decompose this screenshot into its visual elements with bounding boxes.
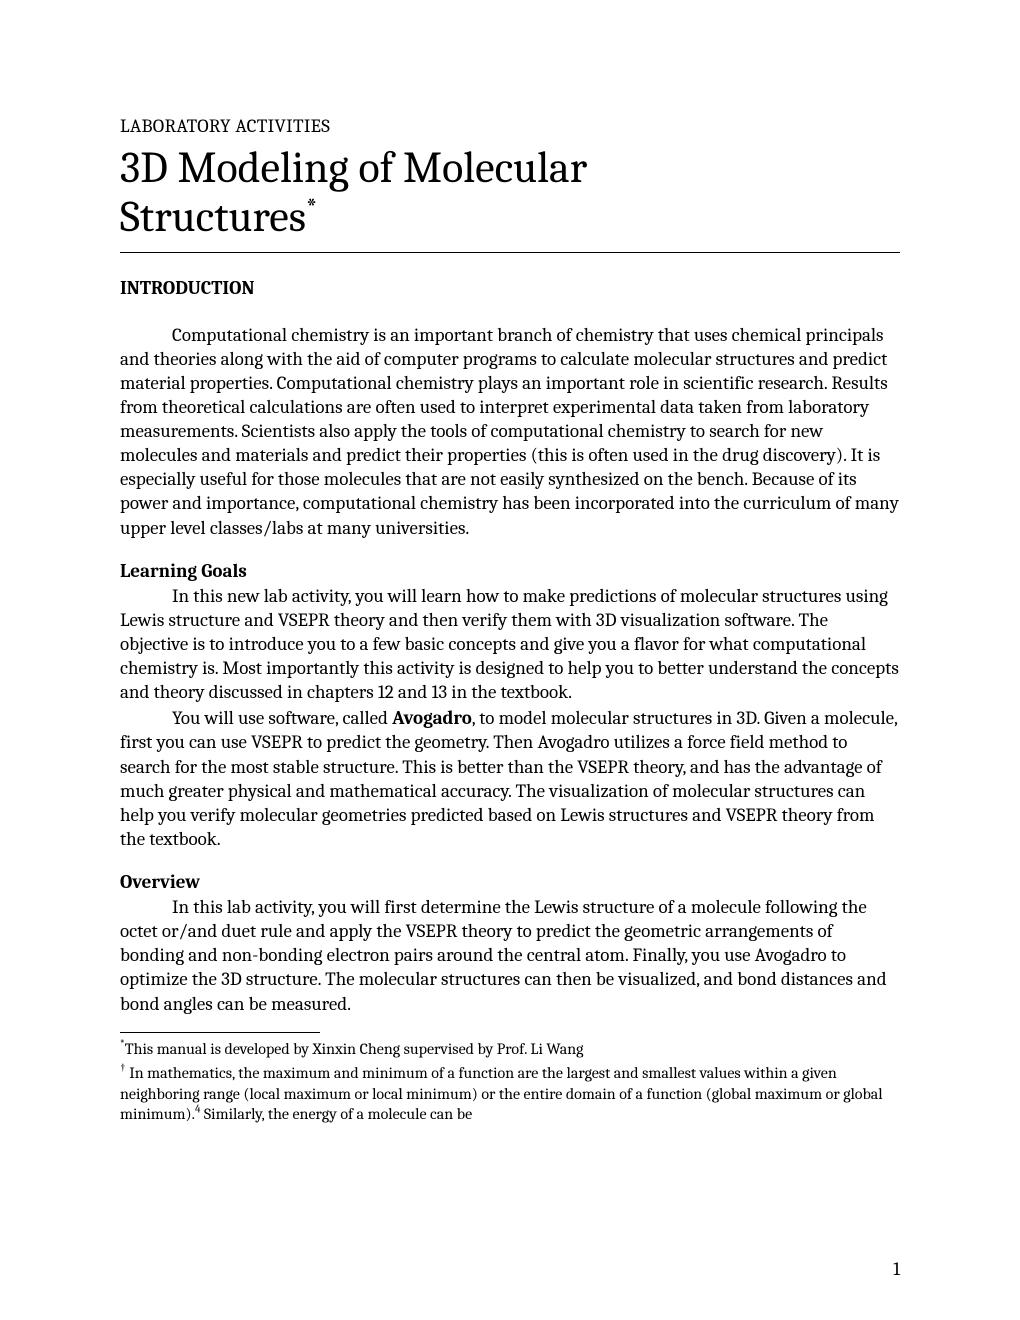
title-asterisk: *	[306, 193, 317, 223]
title-rule	[120, 252, 900, 253]
subheading-learning-goals: Learning Goals	[120, 560, 900, 582]
document-title: 3D Modeling of Molecular Structures*	[120, 143, 900, 242]
footnote-1-text: This manual is developed by Xinxin Cheng…	[125, 1040, 584, 1058]
overview-paragraph: In this lab activity, you will first det…	[120, 895, 900, 1016]
subheading-overview: Overview	[120, 871, 900, 893]
footnote-1: *This manual is developed by Xinxin Chen…	[120, 1039, 900, 1059]
footnote-2: † In mathematics, the maximum and minimu…	[120, 1063, 900, 1124]
document-page: LABORATORY ACTIVITIES 3D Modeling of Mol…	[0, 0, 1020, 1320]
goals-paragraph-2: You will use software, called Avogadro, …	[120, 706, 900, 851]
intro-paragraph: Computational chemistry is an important …	[120, 323, 900, 540]
goals-p2-lead: You will use software, called	[172, 707, 392, 729]
section-heading-introduction: INTRODUCTION	[120, 277, 900, 299]
software-name: Avogadro	[392, 707, 472, 729]
goals-paragraph-1: In this new lab activity, you will learn…	[120, 584, 900, 705]
title-line-1: 3D Modeling of Molecular	[120, 142, 587, 193]
pretitle: LABORATORY ACTIVITIES	[120, 115, 900, 137]
title-line-2: Structures	[120, 191, 306, 242]
footnote-separator	[120, 1032, 320, 1033]
page-number: 1	[893, 1258, 900, 1280]
footnote-2-text-b: Similarly, the energy of a molecule can …	[200, 1105, 472, 1123]
